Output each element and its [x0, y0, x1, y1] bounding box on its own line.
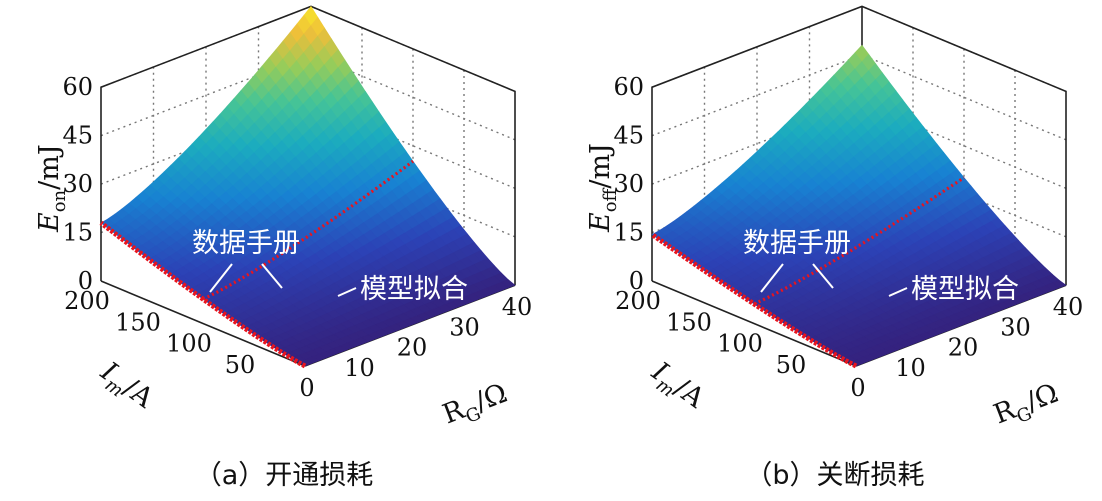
im-tick-label: 100 — [717, 330, 763, 358]
rg-axis-label: RG/Ω — [989, 378, 1064, 435]
e-tick-label: 60 — [62, 73, 93, 101]
e-axis-label-sub: off — [600, 187, 621, 212]
e-axis-label-main: E — [585, 212, 616, 233]
e-tick-label: 15 — [613, 219, 644, 247]
e-tick-label: 45 — [62, 122, 93, 150]
panel-on-loss: 0 15 30 45 60 200 150 100 50 0 10 20 30 40 Eon/mJ Im/A R… — [34, 5, 532, 491]
e-axis-label-unit: /mJ — [34, 144, 65, 190]
datasheet-line-im — [99, 220, 307, 369]
rg-tick-label: 20 — [397, 334, 428, 362]
e-tick-label: 0 — [78, 267, 93, 295]
panel-off-loss: 0 15 30 45 60 200 150 100 50 0 10 20 30 40 Eoff/mJ Im/A… — [551, 0, 1102, 501]
datasheet-leader-1 — [760, 263, 784, 293]
datasheet-line-im — [650, 232, 858, 369]
im-tick-label: 50 — [776, 351, 807, 379]
im-axis-line — [100, 280, 306, 367]
grid-line-e-45 — [100, 54, 516, 141]
datasheet-leader-1 — [209, 263, 233, 293]
e-axis-label: Eon/mJ — [34, 144, 70, 233]
e-axis-label: Eoff/mJ — [585, 143, 621, 233]
rg-tick-label: 40 — [1053, 293, 1084, 321]
figure-caption: （a）开通损耗 — [195, 460, 374, 491]
figure-caption: （b）关断损耗 — [745, 460, 924, 491]
model-fit-leader — [888, 287, 908, 297]
rg-axis-label-sub: G — [463, 403, 484, 428]
e-tick-label: 15 — [62, 219, 93, 247]
rg-tick-label: 10 — [895, 354, 926, 382]
annotation-model-fit: 模型拟合 — [911, 274, 1019, 305]
rg-tick-label: 0 — [850, 374, 865, 402]
grid-line-e-30 — [651, 102, 1067, 189]
im-tick-label: 150 — [666, 308, 712, 336]
im-axis-label: Im/A — [91, 355, 159, 418]
im-tick-label: 100 — [166, 330, 212, 358]
e-tick-label: 45 — [613, 122, 644, 150]
im-axis-line — [651, 280, 857, 367]
im-axis-label: Im/A — [642, 355, 710, 418]
im-axis-label-unit: /A — [669, 372, 711, 414]
e-axis-label-sub: on — [49, 189, 70, 212]
annotation-datasheet: 数据手册 — [743, 228, 851, 259]
annotation-datasheet: 数据手册 — [192, 228, 300, 259]
surface-0 — [100, 5, 516, 367]
grid-line-e-45 — [651, 54, 1067, 141]
e-axis-label-main: E — [34, 212, 65, 233]
datasheet-lines-1 — [650, 176, 965, 369]
datasheet-lines-0 — [99, 159, 414, 369]
im-tick-label: 50 — [225, 351, 256, 379]
im-tick-label: 200 — [64, 287, 110, 315]
rg-tick-label: 10 — [344, 354, 375, 382]
model-fit-leader — [337, 287, 357, 297]
rg-tick-label: 30 — [449, 313, 480, 341]
e-tick-label: 0 — [629, 267, 644, 295]
rg-tick-label: 20 — [948, 334, 979, 362]
im-tick-label: 200 — [615, 287, 661, 315]
annotation-model-fit: 模型拟合 — [360, 274, 468, 305]
e-tick-label: 30 — [62, 170, 93, 198]
datasheet-line-rg — [753, 176, 965, 306]
rg-tick-label: 40 — [502, 293, 533, 321]
rg-tick-label: 30 — [1000, 313, 1031, 341]
e-tick-label: 60 — [613, 73, 644, 101]
datasheet-leader-2 — [812, 263, 834, 289]
im-axis-label-unit: /A — [118, 372, 160, 414]
rg-axis-label-sub: G — [1014, 403, 1035, 428]
e-axis-label-unit: /mJ — [585, 143, 616, 189]
grid-line-e-30 — [100, 102, 516, 189]
im-tick-label: 150 — [115, 308, 161, 336]
datasheet-leader-2 — [261, 263, 283, 289]
grid-line-e-15 — [651, 151, 1067, 238]
surface-1 — [651, 44, 1067, 367]
rg-tick-label: 0 — [299, 374, 314, 402]
rg-axis-label: RG/Ω — [438, 378, 513, 435]
e-tick-label: 30 — [613, 170, 644, 198]
